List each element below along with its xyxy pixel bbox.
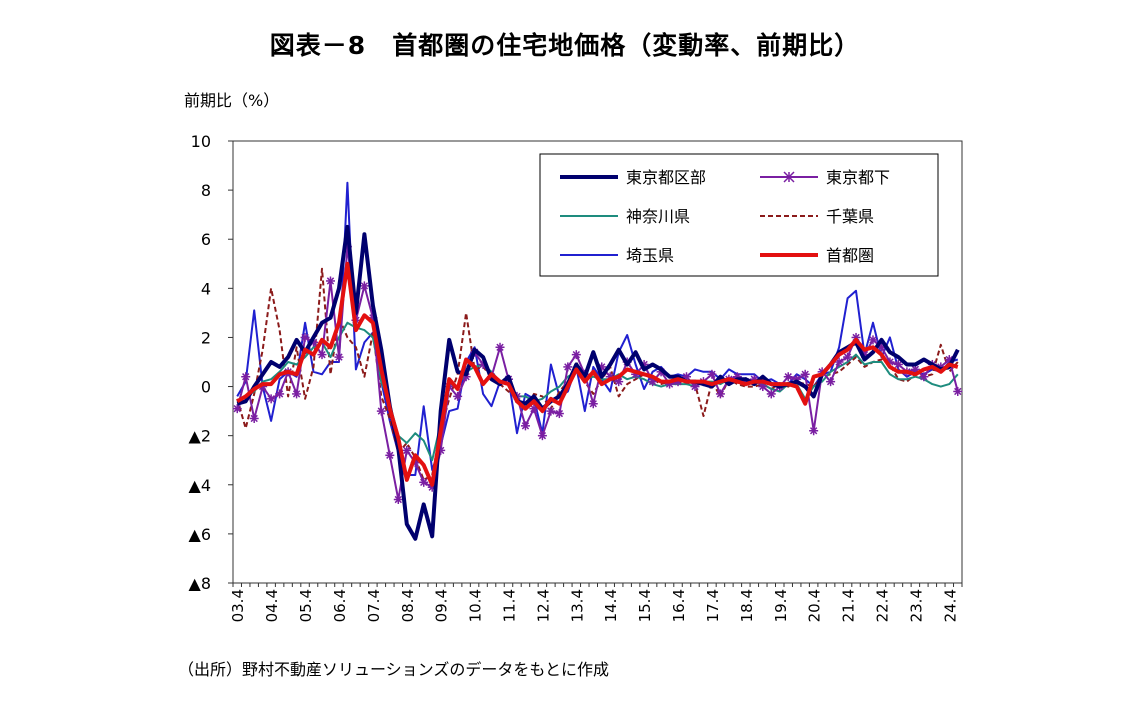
legend-item: 千葉県 [760,207,874,226]
series-point [393,495,403,505]
y-tick-label: 2 [201,328,211,347]
x-tick-label: 09.4 [433,589,451,622]
x-tick-label: 03.4 [229,589,247,622]
series-point [292,389,302,399]
x-tick-label: 21.4 [840,589,858,622]
series-point [953,386,963,396]
series-line [236,321,959,462]
series-point [537,431,547,441]
x-tick-label: 22.4 [873,589,891,622]
y-axis: 10 8 6 4 2 0 ▲2 ▲4 ▲6 ▲8 [189,132,233,593]
legend-label: 東京都区部 [626,168,706,187]
series-point [571,350,581,360]
series-point [792,374,802,384]
x-tick-label: 24.4 [941,589,959,622]
x-tick-label: 14.4 [602,589,620,622]
series-point [614,377,624,387]
legend-item: 東京都下 [760,168,890,187]
legend-item: 神奈川県 [560,207,690,226]
series-point [554,409,564,419]
legend-label: 首都圏 [826,246,874,265]
y-tick-label: ▲6 [189,525,211,544]
series-point [919,372,929,382]
y-tick-label: 0 [201,378,211,397]
x-tick-label: 07.4 [365,589,383,622]
series-point [563,362,573,372]
series-point [715,389,725,399]
x-tick-label: 08.4 [399,589,417,622]
y-tick-label: 8 [201,181,211,200]
x-axis: 03.4 04.4 05.4 06.4 07.4 08.4 09.4 10.4 11.4 12.4… [229,583,963,622]
series-point [232,404,242,414]
x-tick-label: 16.4 [670,589,688,622]
series-point [249,413,259,423]
series-point [766,389,776,399]
series-point [376,406,386,416]
y-tick-label: ▲4 [189,476,211,495]
chart-title: 図表－8 首都圏の住宅地価格（変動率、前期比） [269,31,861,60]
series-point [783,372,793,382]
legend-label: 千葉県 [826,207,874,226]
x-tick-label: 19.4 [772,589,790,622]
x-tick-label: 11.4 [500,589,518,622]
series-point [893,359,903,369]
series-point [843,352,853,362]
series-point [546,406,556,416]
series-point [800,369,810,379]
legend-label: 東京都下 [826,168,890,187]
x-tick-label: 17.4 [704,589,722,622]
series-point [588,399,598,409]
legend-item: 首都圏 [760,246,874,265]
x-tick-label: 13.4 [568,589,586,622]
series-point [834,357,844,367]
x-tick-label: 06.4 [331,589,349,622]
series-point [809,426,819,436]
legend-label: 埼玉県 [626,246,674,265]
series-line [236,261,959,487]
x-tick-label: 05.4 [297,589,315,622]
series-layer [232,181,963,541]
series-point [325,276,335,286]
series-point [317,350,327,360]
source-note: （出所）野村不動産ソリューションズのデータをもとに作成 [178,660,610,679]
legend-label: 神奈川県 [626,207,690,226]
x-tick-label: 15.4 [636,589,654,622]
series-point [453,391,463,401]
series-point [495,342,505,352]
series-point [275,389,285,399]
series-point [300,332,310,342]
series-point [359,281,369,291]
series-point [707,369,717,379]
series-point [266,394,276,404]
y-axis-label: 前期比（%） [184,91,279,110]
series-point [334,352,344,362]
series-point [385,450,395,460]
x-tick-label: 20.4 [806,589,824,622]
series-point [402,445,412,455]
x-tick-label: 10.4 [467,589,485,622]
y-tick-label: 4 [201,279,211,298]
series-point [826,377,836,387]
series-point [868,335,878,345]
y-tick-label: 6 [201,230,211,249]
x-tick-label: 23.4 [907,589,925,622]
x-tick-label: 18.4 [738,589,756,622]
x-tick-label: 12.4 [534,589,552,622]
y-tick-label: ▲2 [189,427,211,446]
y-tick-label: 10 [191,132,211,151]
series-point [241,372,251,382]
series-point [520,421,530,431]
series-point [419,477,429,487]
legend-item: 東京都区部 [560,168,706,187]
legend-item: 埼玉県 [560,246,674,265]
y-tick-label: ▲8 [189,574,211,593]
series-line [236,245,959,501]
x-tick-label: 04.4 [263,589,281,622]
